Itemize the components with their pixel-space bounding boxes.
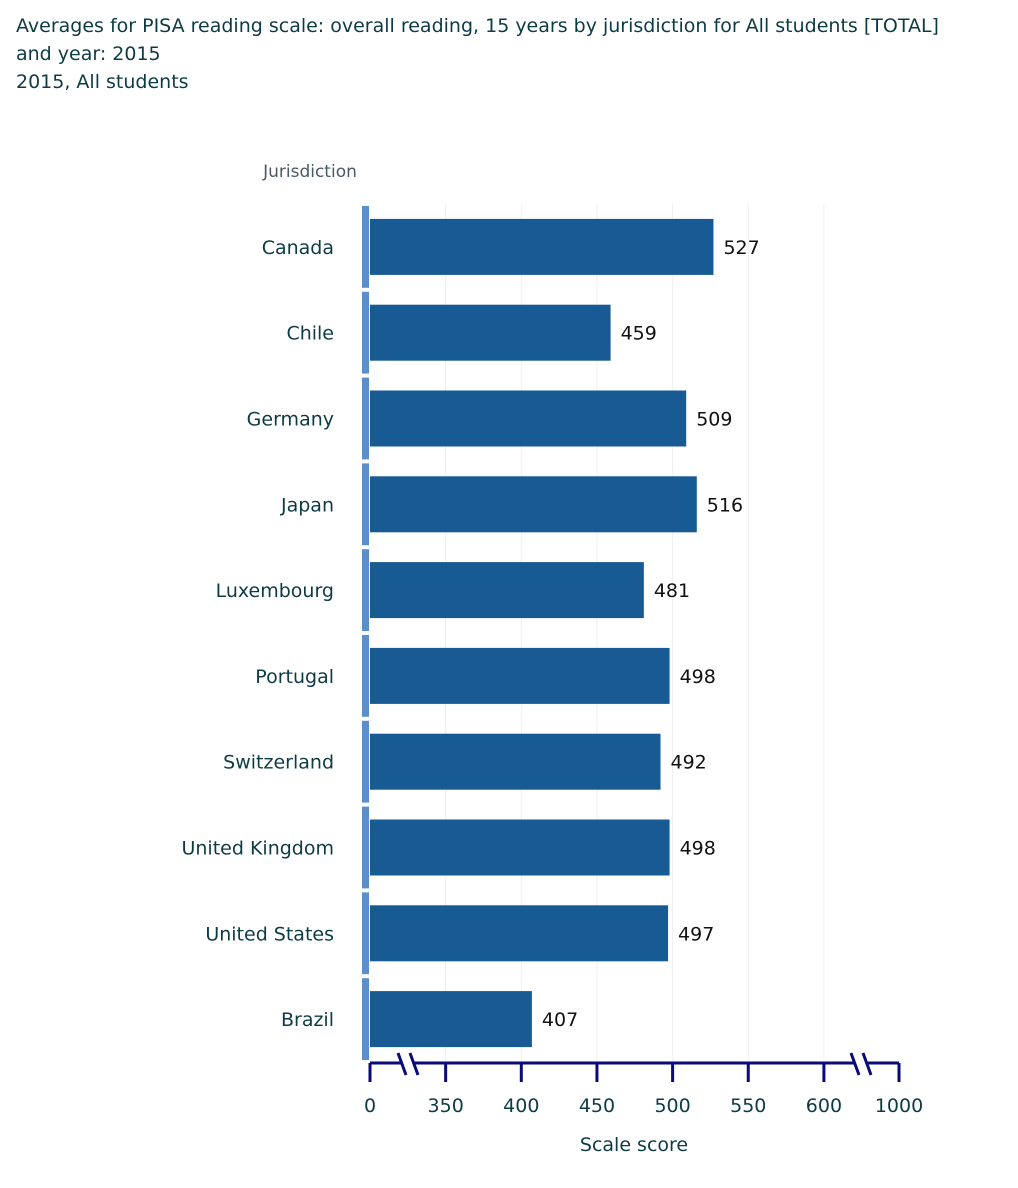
y-axis-title: Jurisdiction [262,162,357,182]
chart-title-line-1: Averages for PISA reading scale: overall… [16,15,939,37]
x-axis-title: Scale score [580,1134,688,1156]
chart-subtitle: 2015, All students [16,71,189,93]
axis-break-mark [396,1052,408,1076]
bar-value-label: 481 [654,580,690,602]
baseline-segment [362,463,369,546]
category-label: Luxembourg [216,580,334,602]
baseline-segment [362,291,369,374]
bar-value-label: 459 [621,323,657,345]
x-tick-label: 400 [503,1095,539,1117]
baseline-segment [362,806,369,889]
baseline-segment [362,377,369,460]
bar-value-label: 516 [707,494,743,516]
baseline-segment [362,978,369,1060]
axis-break-mark [861,1052,873,1076]
x-tick-label: 1000 [875,1095,923,1117]
bar-value-label: 509 [696,409,732,431]
baseline-segment [362,206,369,288]
bar-chile [370,304,611,361]
category-label: Brazil [281,1009,334,1031]
baseline-segment [362,892,369,975]
x-tick-label: 450 [579,1095,615,1117]
category-label: Chile [286,323,334,345]
bar-portugal [370,647,670,704]
chart-title-block: Averages for PISA reading scale: overall… [16,12,1006,96]
chart-title-line-2: and year: 2015 [16,43,161,65]
x-tick-label: 550 [730,1095,766,1117]
x-tick-label: 350 [428,1095,464,1117]
category-label: Portugal [255,666,334,688]
bar-united-kingdom [370,819,670,876]
bar-switzerland [370,733,661,790]
bar-japan [370,476,697,533]
baseline-segment [362,549,369,631]
bar-value-label: 497 [678,923,714,945]
bar-brazil [370,991,532,1048]
axis-break-mark [849,1052,861,1076]
bar-value-label: 407 [542,1009,578,1031]
bar-germany [370,390,687,447]
bar-value-label: 492 [670,752,706,774]
bar-value-label: 498 [680,666,716,688]
category-label: Canada [262,237,334,259]
bar-luxembourg [370,562,644,619]
bar-canada [370,218,714,275]
baseline-segment [362,635,369,717]
category-label: United States [205,923,334,945]
category-label: Switzerland [223,752,334,774]
bar-value-label: 527 [723,237,759,259]
x-tick-label: 500 [654,1095,690,1117]
category-label: Germany [247,409,334,431]
baseline-segment [362,720,369,803]
axis-break-mark [408,1052,420,1076]
bar-value-label: 498 [680,838,716,860]
x-tick-label: 600 [806,1095,842,1117]
bar-united-states [370,905,669,962]
x-tick-label: 0 [364,1095,376,1117]
category-label: United Kingdom [181,838,334,860]
category-label: Japan [280,494,334,516]
